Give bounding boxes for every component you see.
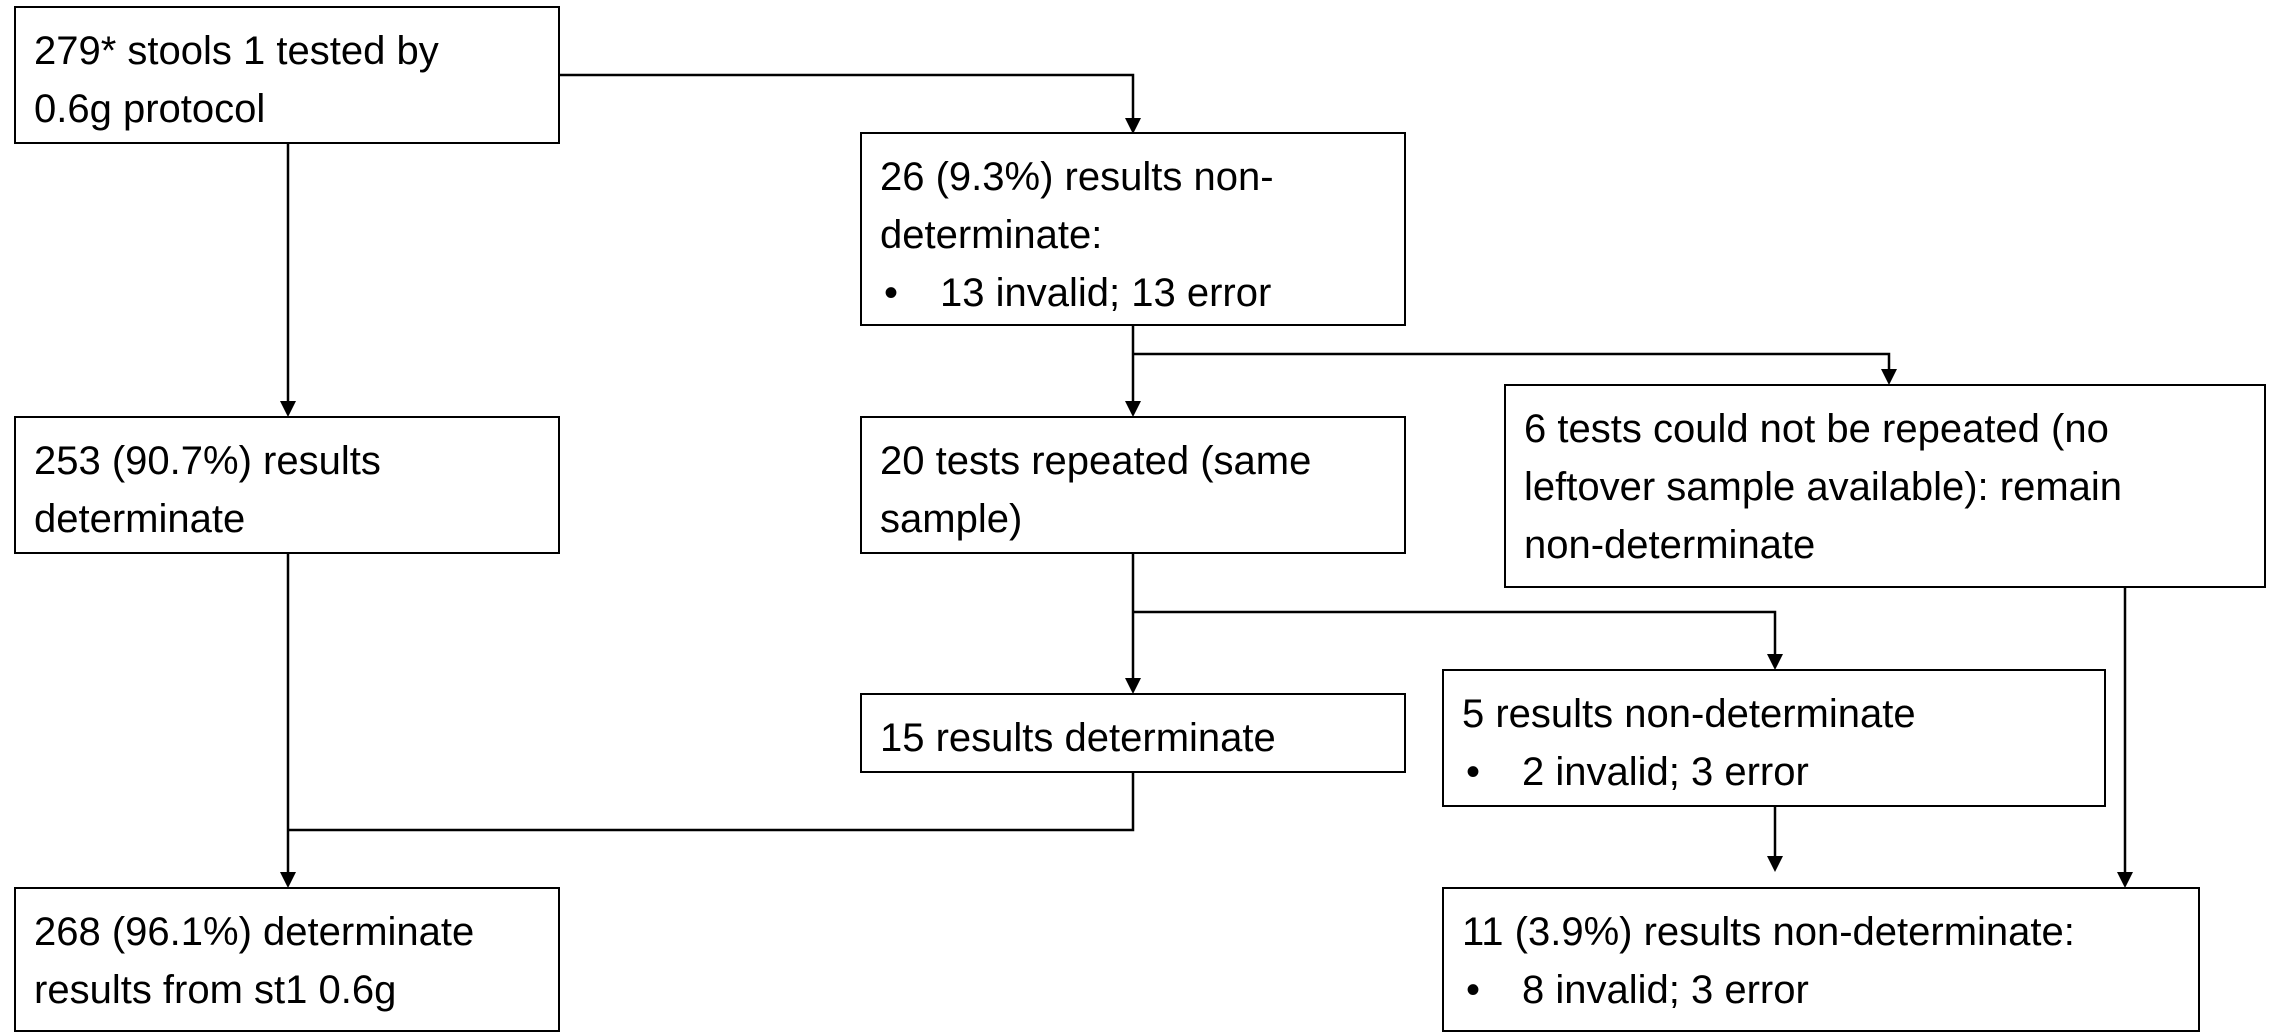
box-repeat-determinate: 15 results determinate	[860, 693, 1406, 773]
box-nondeterminate-initial: 26 (9.3%) results non- determinate: • 13…	[860, 132, 1406, 326]
box-final-nondeterminate: 11 (3.9%) results non-determinate: • 8 i…	[1442, 887, 2200, 1032]
box-start-line-1: 279* stools 1 tested by	[34, 29, 439, 73]
box-not-repeated: 6 tests could not be repeated (no leftov…	[1504, 384, 2266, 588]
arrowhead	[1125, 678, 1141, 694]
box-not-repeated-line-1: 6 tests could not be repeated (no	[1524, 407, 2109, 451]
box-repeat-nondeterminate: 5 results non-determinate • 2 invalid; 3…	[1442, 669, 2106, 807]
box-determinate-initial: 253 (90.7%) results determinate	[14, 416, 560, 554]
box-nondeterminate-initial-line-2: determinate:	[880, 213, 1103, 257]
box-nondeterminate-initial-bullet: • 13 invalid; 13 error	[880, 264, 1404, 322]
bullet-glyph: •	[1466, 968, 1481, 1012]
arrowhead	[1767, 654, 1783, 670]
box-not-repeated-line-2: leftover sample available): remain	[1524, 465, 2123, 509]
box-final-determinate-line-1: 268 (96.1%) determinate	[34, 910, 475, 954]
connector-repeated-to-nondeterminate	[1133, 610, 1777, 654]
box-determinate-initial-line-2: determinate	[34, 497, 246, 541]
arrowhead	[1125, 118, 1141, 134]
box-repeat-nondeterminate-line-1: 5 results non-determinate	[1462, 692, 1916, 736]
arrowhead	[280, 872, 296, 888]
box-final-nondeterminate-line-1: 11 (3.9%) results non-determinate:	[1462, 910, 2075, 954]
box-repeat-nondeterminate-bullet: • 2 invalid; 3 error	[1462, 743, 2104, 801]
arrowhead	[2117, 872, 2133, 888]
connector-start-to-nondeterminate	[560, 73, 1135, 118]
connector-repeat-determinate-to-final	[288, 772, 1135, 832]
bullet-glyph: •	[884, 271, 899, 315]
bullet-text: 2 invalid; 3 error	[1522, 750, 1809, 794]
bullet-text: 8 invalid; 3 error	[1522, 968, 1809, 1012]
arrowhead	[1125, 401, 1141, 417]
box-repeat-determinate-line-1: 15 results determinate	[880, 716, 1276, 760]
box-nondeterminate-initial-line-1: 26 (9.3%) results non-	[880, 155, 1274, 199]
box-start: 279* stools 1 tested by 0.6g protocol	[14, 6, 560, 144]
connector-nondeterminate-to-not-repeated	[1133, 352, 1891, 369]
arrowhead	[280, 401, 296, 417]
box-repeated-line-1: 20 tests repeated (same	[880, 439, 1312, 483]
box-final-nondeterminate-bullet: • 8 invalid; 3 error	[1462, 961, 2198, 1019]
arrowhead	[1767, 856, 1783, 872]
arrowhead	[1881, 369, 1897, 385]
bullet-glyph: •	[1466, 750, 1481, 794]
box-repeated: 20 tests repeated (same sample)	[860, 416, 1406, 554]
bullet-text: 13 invalid; 13 error	[940, 271, 1272, 315]
box-final-determinate: 268 (96.1%) determinate results from st1…	[14, 887, 560, 1032]
box-not-repeated-line-3: non-determinate	[1524, 523, 1816, 567]
box-final-determinate-line-2: results from st1 0.6g	[34, 968, 397, 1012]
box-determinate-initial-line-1: 253 (90.7%) results	[34, 439, 381, 483]
box-repeated-line-2: sample)	[880, 497, 1023, 541]
box-start-line-2: 0.6g protocol	[34, 87, 266, 131]
